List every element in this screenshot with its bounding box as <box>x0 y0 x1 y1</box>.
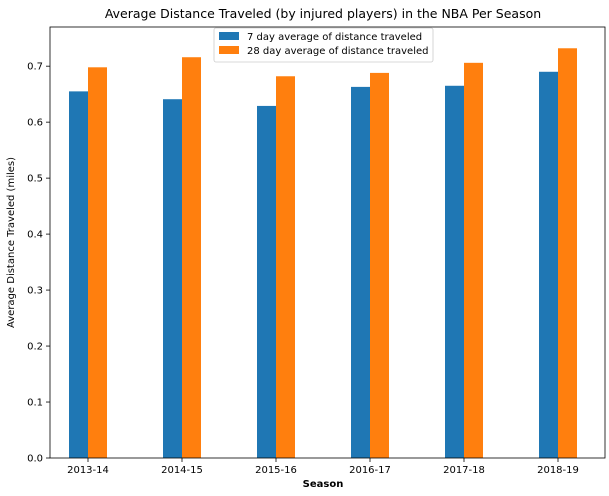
y-axis: 0.0 0.1 0.2 0.3 0.4 0.5 0.6 0.7 <box>27 62 50 465</box>
bar-7day-2013-14 <box>69 91 88 459</box>
y-axis-label: Average Distance Traveled (miles) <box>6 157 17 328</box>
x-tick-label: 2018-19 <box>537 465 579 476</box>
x-tick-label: 2015-16 <box>255 465 297 476</box>
bar-7day-2016-17 <box>351 86 370 458</box>
x-axis: 2013-14 2014-15 2015-16 2016-17 2017-18 2018-… <box>67 458 579 476</box>
x-tick-label: 2017-18 <box>443 465 485 476</box>
bar-7day-2015-16 <box>257 105 276 459</box>
y-tick-label: 0.1 <box>27 398 43 409</box>
y-tick-label: 0.0 <box>27 454 43 465</box>
legend: 7 day average of distance traveled 28 da… <box>213 27 434 63</box>
x-tick-label: 2014-15 <box>161 465 203 476</box>
legend-swatch-28day <box>219 46 239 54</box>
bar-28day-2013-14 <box>88 67 107 458</box>
bar-7day-2018-19 <box>539 71 558 458</box>
y-tick-label: 0.3 <box>27 286 43 297</box>
y-tick-label: 0.4 <box>27 230 43 241</box>
y-tick-label: 0.6 <box>27 118 43 129</box>
bar-28day-2015-16 <box>276 76 295 458</box>
chart-title: Average Distance Traveled (by injured pl… <box>105 6 541 21</box>
bar-7day-2017-18 <box>445 85 464 458</box>
plot-frame <box>49 26 606 459</box>
x-tick-label: 2013-14 <box>67 465 109 476</box>
y-tick-label: 0.7 <box>27 62 43 73</box>
y-tick-label: 0.5 <box>27 174 43 185</box>
legend-swatch-7day <box>219 32 239 40</box>
x-axis-label: Season <box>303 479 344 490</box>
bar-28day-2014-15 <box>182 57 201 458</box>
bars-group <box>69 48 577 459</box>
legend-label-7day: 7 day average of distance traveled <box>247 32 422 43</box>
legend-box <box>213 27 434 63</box>
bar-28day-2017-18 <box>464 62 483 459</box>
y-tick-label: 0.2 <box>27 342 43 353</box>
x-tick-label: 2016-17 <box>349 465 391 476</box>
bar-7day-2014-15 <box>163 99 182 459</box>
bar-28day-2018-19 <box>558 48 577 458</box>
legend-label-28day: 28 day average of distance traveled <box>247 46 428 57</box>
bar-28day-2016-17 <box>370 72 389 458</box>
